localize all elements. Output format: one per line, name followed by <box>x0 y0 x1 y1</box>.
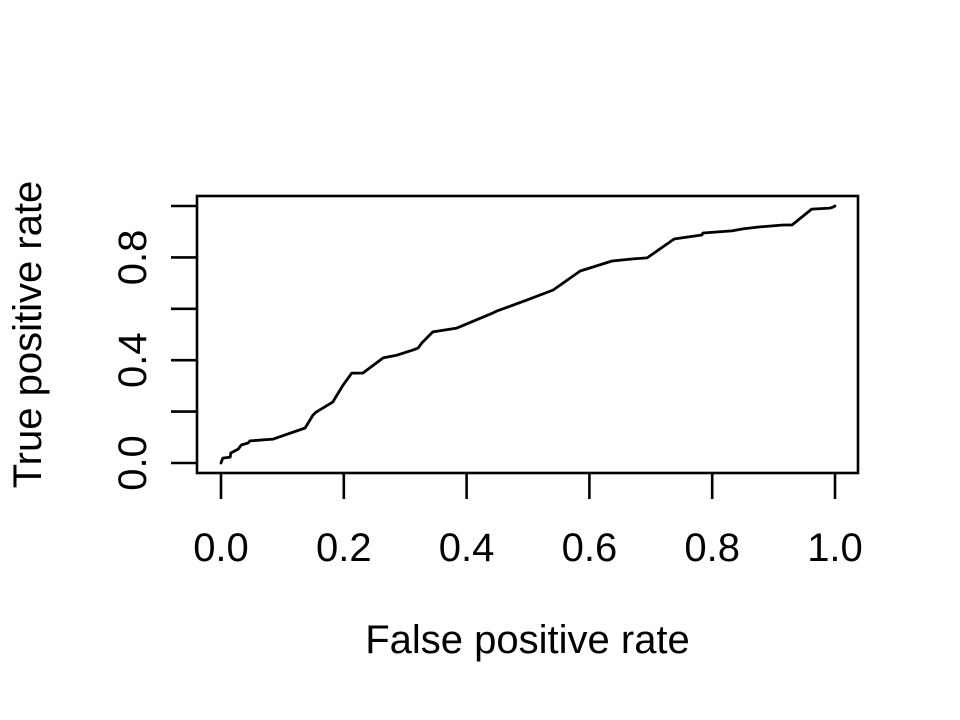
roc-curve-line <box>219 204 837 465</box>
y-axis-title: True positive rate <box>6 181 50 489</box>
plot-box <box>195 194 860 475</box>
x-tick-label: 0.8 <box>684 526 740 570</box>
x-tick-label: 1.0 <box>807 526 863 570</box>
x-tick-label: 0.4 <box>439 526 495 570</box>
plot-generated-layer: 0.0 0.2 0.4 0.6 0.8 1.0 0.0 0.4 0.8 <box>111 194 863 570</box>
y-tick-label: 0.8 <box>111 230 155 286</box>
x-tick-label: 0.2 <box>316 526 372 570</box>
x-axis-title: False positive rate <box>365 618 690 662</box>
x-tick-label: 0.6 <box>562 526 618 570</box>
x-tick-label: 0.0 <box>193 526 249 570</box>
y-tick-label: 0.0 <box>111 435 155 491</box>
y-tick-label: 0.4 <box>111 332 155 388</box>
